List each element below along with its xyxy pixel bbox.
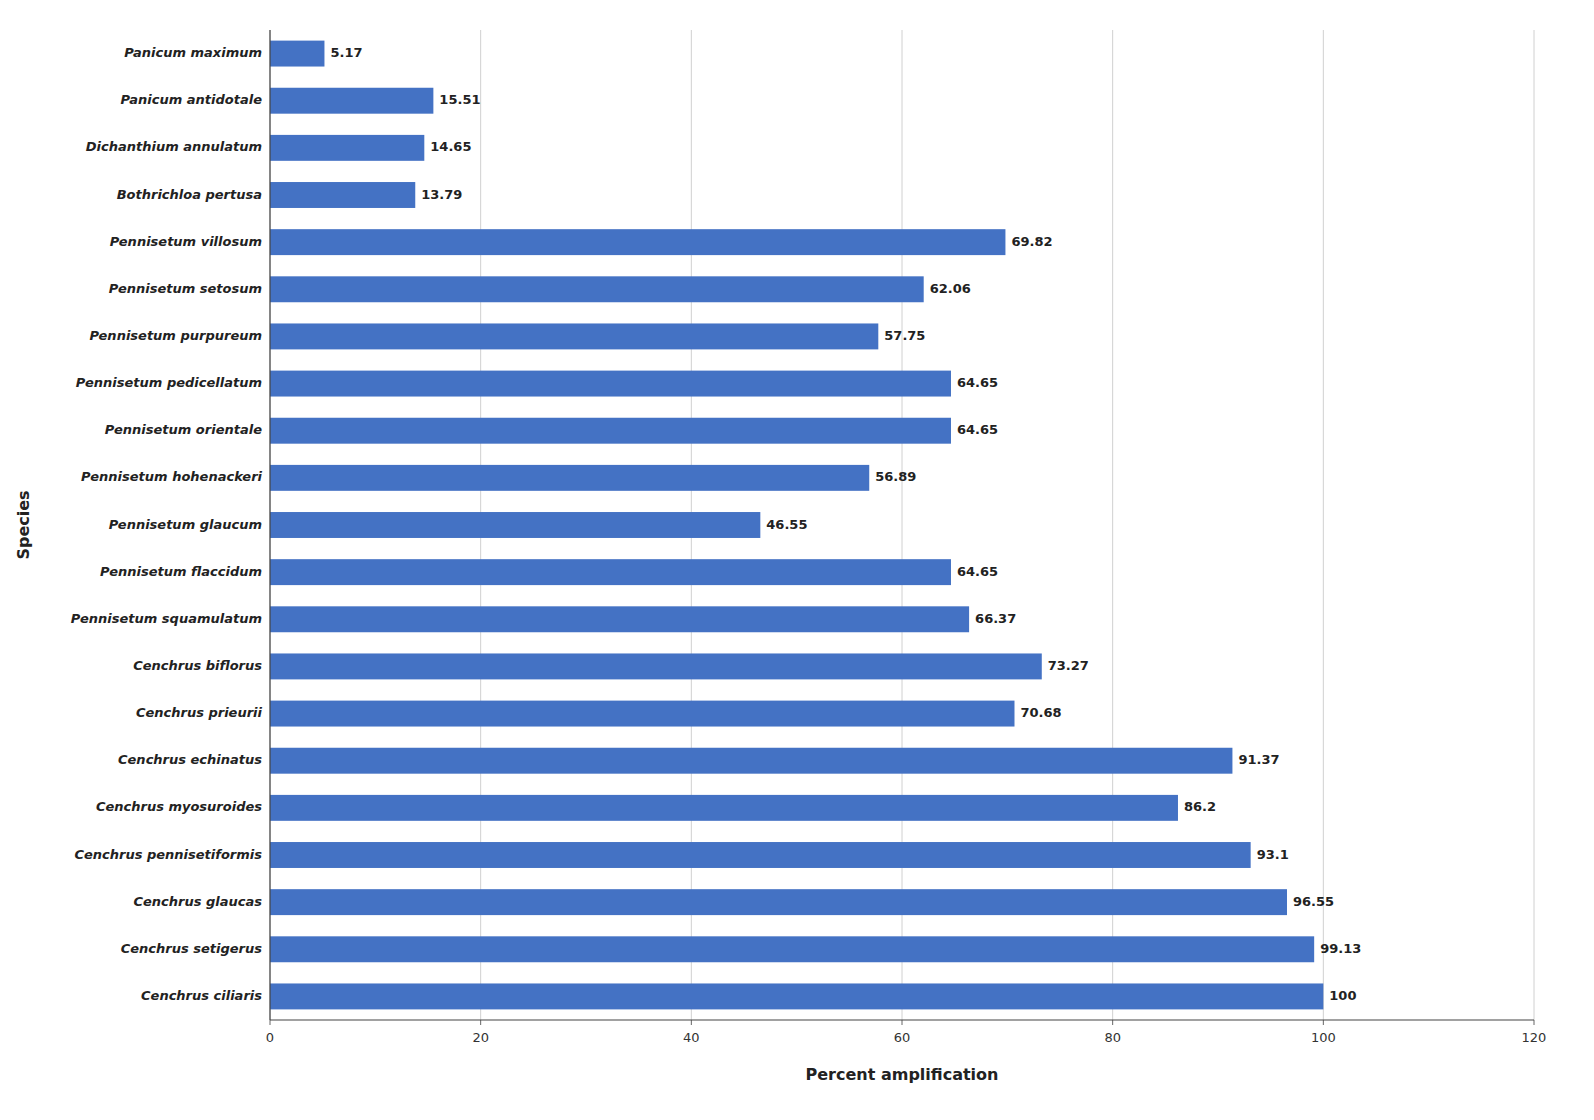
bar — [270, 701, 1014, 727]
data-label: 64.65 — [957, 375, 998, 390]
tick-label: 80 — [1104, 1030, 1121, 1045]
y-axis-title: Species — [14, 490, 33, 559]
bar — [270, 653, 1042, 679]
bar — [270, 371, 951, 397]
grid — [270, 30, 1534, 1020]
tick-mark — [1112, 1020, 1113, 1025]
bar — [270, 323, 878, 349]
bar — [270, 88, 433, 114]
x-axis-title: Percent amplification — [806, 1065, 999, 1084]
category-label: Pennisetum setosum — [109, 281, 262, 296]
bar — [270, 748, 1232, 774]
tick-label: 60 — [894, 1030, 911, 1045]
data-label: 66.37 — [975, 611, 1016, 626]
tick-mark — [1323, 1020, 1324, 1025]
bar — [270, 276, 924, 302]
bar — [270, 795, 1178, 821]
data-label: 64.65 — [957, 564, 998, 579]
category-label: Pennisetum purpureum — [89, 328, 262, 343]
category-label: Bothrichloa pertusa — [117, 187, 262, 202]
category-label: Cenchrus setigerus — [121, 941, 263, 956]
data-label: 69.82 — [1011, 234, 1052, 249]
category-label: Pennisetum orientale — [105, 422, 262, 437]
grid-line — [270, 30, 271, 1020]
data-label: 46.55 — [766, 517, 807, 532]
category-label: Pennisetum villosum — [110, 234, 262, 249]
category-label: Cenchrus ciliaris — [141, 988, 262, 1003]
tick-label: 40 — [683, 1030, 700, 1045]
bar — [270, 229, 1005, 255]
category-label: Dichanthium annulatum — [86, 139, 262, 154]
category-label: Pennisetum flaccidum — [100, 564, 262, 579]
chart-container: 020406080100120Cenchrus ciliarisCenchrus… — [0, 0, 1594, 1120]
x-axis-line — [270, 1019, 1534, 1020]
category-label: Cenchrus echinatus — [118, 752, 262, 767]
category-label: Cenchrus pennisetiformis — [74, 847, 262, 862]
category-label: Pennisetum squamulatum — [71, 611, 262, 626]
tick-label: 120 — [1522, 1030, 1547, 1045]
data-label: 14.65 — [430, 139, 471, 154]
data-label: 86.2 — [1184, 799, 1216, 814]
y-axis: Cenchrus ciliaris Cenchrus setigerus Cench… — [71, 45, 263, 1003]
data-label: 64.65 — [957, 422, 998, 437]
grid-line — [902, 30, 903, 1020]
data-label: 96.55 — [1293, 894, 1334, 909]
bars — [270, 41, 1323, 1010]
y-axis-line — [269, 30, 270, 1020]
category-label: Cenchrus myosuroides — [96, 799, 262, 814]
tick-label: 0 — [266, 1030, 274, 1045]
tick-mark — [480, 1020, 481, 1025]
data-label: 100 — [1329, 988, 1356, 1003]
category-label: Pennisetum pedicellatum — [76, 375, 262, 390]
data-label: 73.27 — [1048, 658, 1089, 673]
data-label: 57.75 — [884, 328, 925, 343]
category-label: Pennisetum glaucum — [109, 517, 262, 532]
grid-line — [1112, 30, 1113, 1020]
data-label: 93.1 — [1257, 847, 1289, 862]
bar — [270, 842, 1251, 868]
category-label: Pennisetum hohenackeri — [81, 469, 262, 484]
chart: 020406080100120Cenchrus ciliarisCenchrus… — [0, 0, 1594, 1120]
bar — [270, 936, 1314, 962]
bar — [270, 559, 951, 585]
data-label: 70.68 — [1020, 705, 1061, 720]
category-label: Panicum antidotale — [121, 92, 263, 107]
tick-mark — [1534, 1020, 1535, 1025]
bar — [270, 41, 324, 67]
bar — [270, 889, 1287, 915]
category-label: Cenchrus biflorus — [133, 658, 262, 673]
data-label: 15.51 — [439, 92, 480, 107]
data-label: 91.37 — [1238, 752, 1279, 767]
tick-mark — [691, 1020, 692, 1025]
category-label: Cenchrus glaucas — [133, 894, 262, 909]
bar — [270, 606, 969, 632]
data-labels: 100 99.13 96.55 93.1 86.2 91.37 70.68 73.27 66.3… — [330, 45, 1361, 1003]
bar — [270, 512, 760, 538]
data-label: 56.89 — [875, 469, 916, 484]
tick-label: 20 — [472, 1030, 489, 1045]
bar — [270, 418, 951, 444]
data-label: 62.06 — [930, 281, 971, 296]
bar — [270, 135, 424, 161]
category-label: Cenchrus prieurii — [136, 705, 263, 720]
tick-mark — [902, 1020, 903, 1025]
x-axis: 0 20 40 60 80 100 120 — [266, 1020, 1547, 1045]
grid-line — [1534, 30, 1535, 1020]
data-label: 99.13 — [1320, 941, 1361, 956]
category-label: Panicum maximum — [124, 45, 262, 60]
data-label: 5.17 — [330, 45, 362, 60]
tick-mark — [270, 1020, 271, 1025]
bar — [270, 983, 1323, 1009]
bar — [270, 182, 415, 208]
bar — [270, 465, 869, 491]
data-label: 13.79 — [421, 187, 462, 202]
grid-line — [1323, 30, 1324, 1020]
tick-label: 100 — [1311, 1030, 1336, 1045]
